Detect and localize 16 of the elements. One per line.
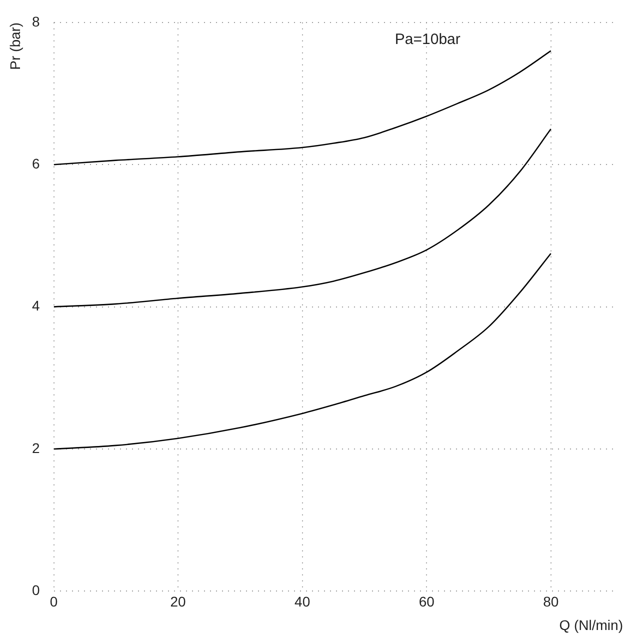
line-series [54,50,552,166]
x-tick-label: 40 [294,593,310,610]
y-axis-title: Pr (bar) [6,22,23,70]
y-tick-label: 2 [32,440,40,456]
y-tick-label: 4 [32,298,40,314]
y-tick-label: 8 [32,13,40,30]
line-series [54,252,552,450]
y-tick-label: 0 [32,582,40,598]
x-tick-label: 20 [170,593,186,610]
x-axis-title: Q (Nl/min) [559,617,623,634]
line-series [54,128,552,308]
annotation: Pa=10bar [394,31,460,48]
x-tick-label: 60 [418,593,435,610]
x-tick-label: 0 [50,593,58,610]
x-tick-label: 80 [543,593,559,610]
y-tick-label: 6 [32,155,40,172]
